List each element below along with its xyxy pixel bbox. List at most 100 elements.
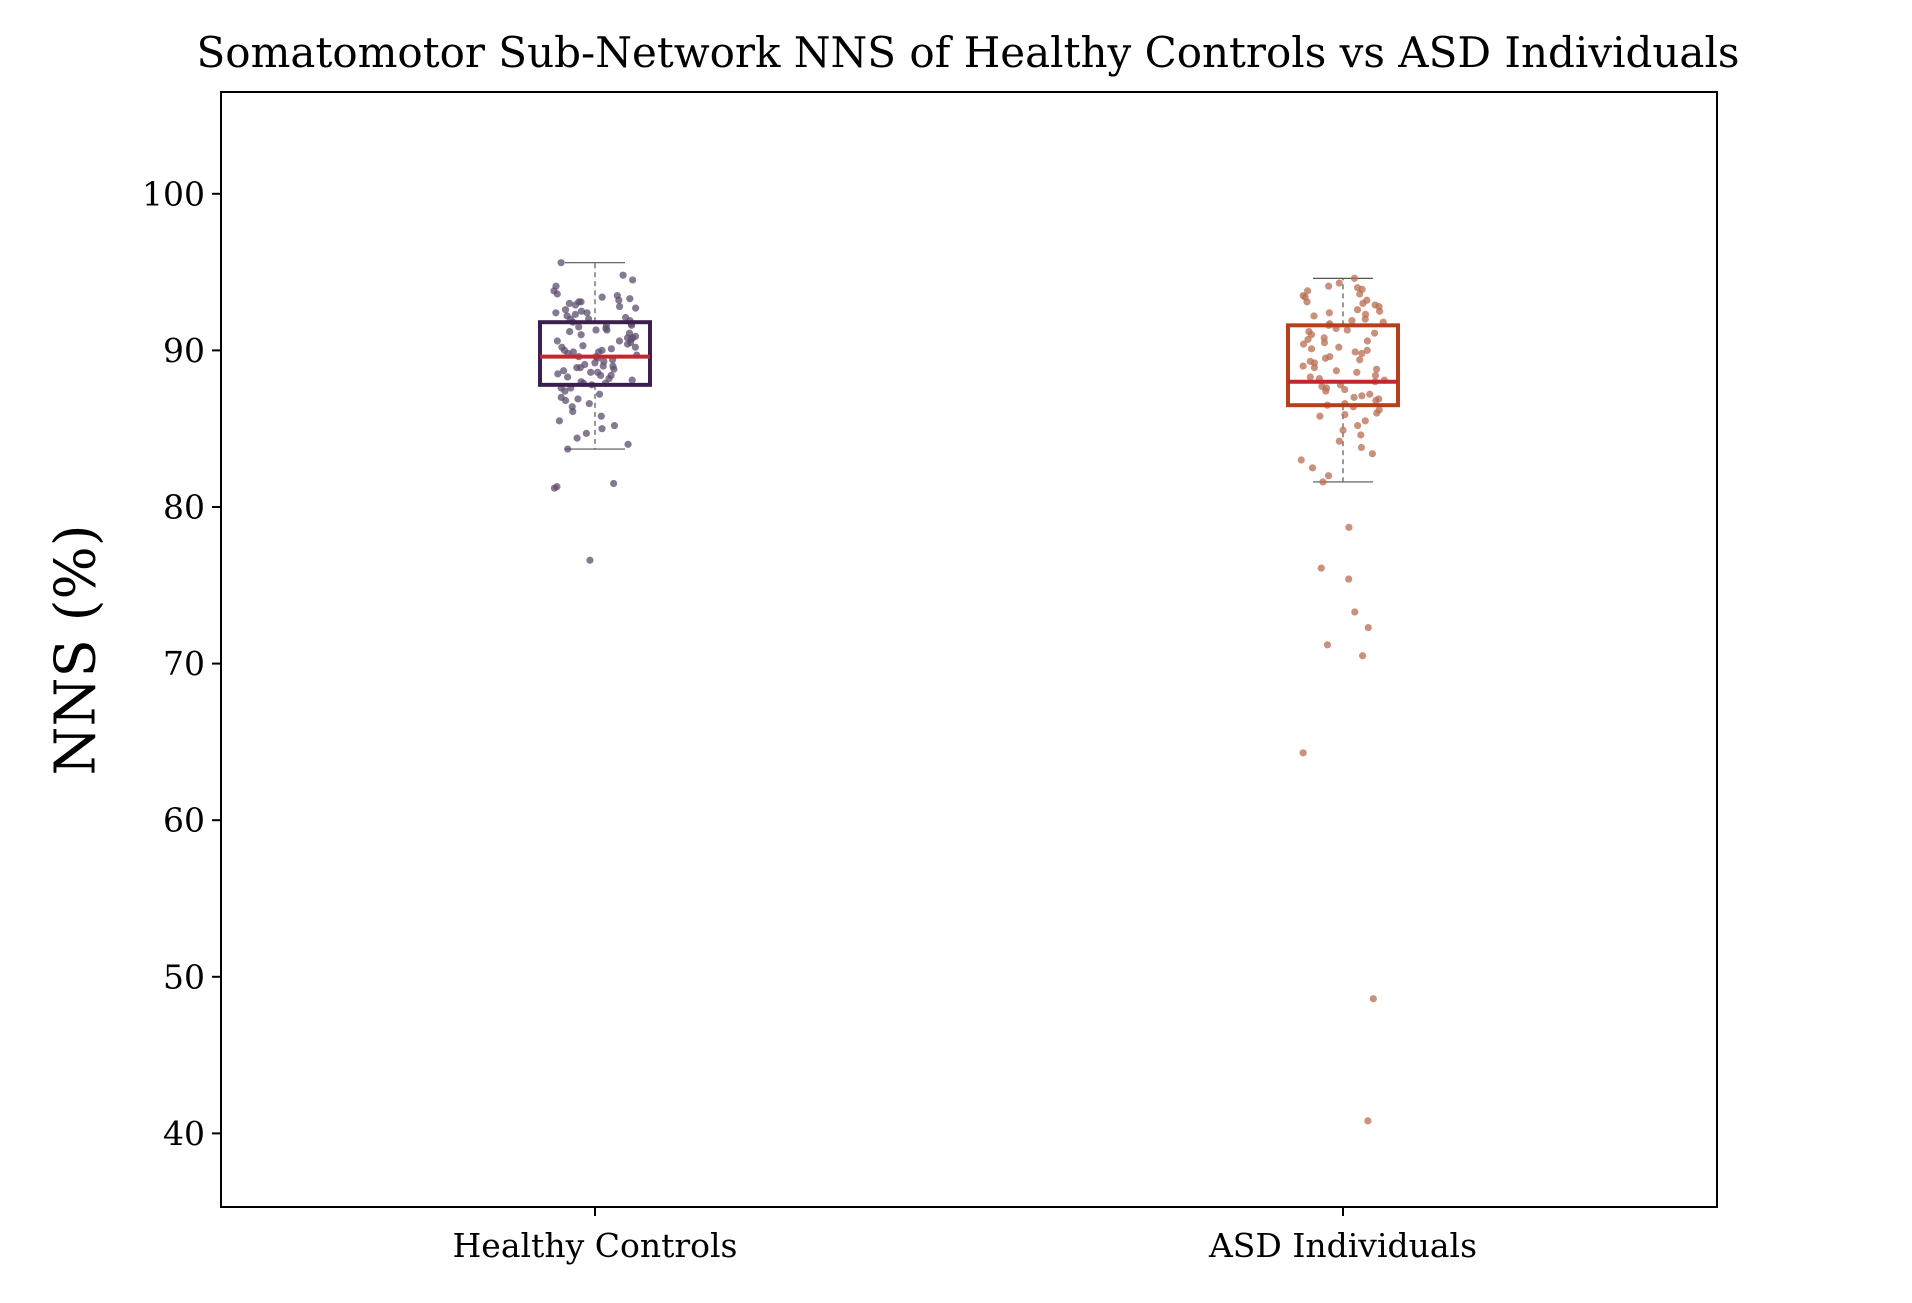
- data-point: [1363, 337, 1372, 345]
- data-point: [553, 337, 561, 345]
- data-point: [598, 425, 606, 433]
- data-point: [1335, 343, 1343, 351]
- data-point: [1356, 356, 1364, 364]
- box-iqr: [538, 320, 652, 387]
- data-point: [1345, 523, 1353, 531]
- data-point: [1351, 608, 1359, 616]
- data-point: [1358, 392, 1366, 400]
- data-point: [564, 373, 572, 381]
- data-point: [555, 417, 564, 425]
- data-point: [561, 396, 570, 405]
- data-point: [1371, 301, 1379, 309]
- data-point: [595, 348, 603, 356]
- data-point: [1353, 368, 1361, 376]
- data-point: [1372, 365, 1381, 373]
- data-point: [1364, 1117, 1372, 1125]
- data-point: [1375, 395, 1383, 403]
- data-point: [573, 364, 581, 372]
- axes: 40 50 60 70 80 90 100 Healthy Controls ASD Indiv…: [142, 174, 1477, 1265]
- data-point: [1359, 652, 1367, 660]
- data-point: [1332, 367, 1340, 375]
- data-point: [1357, 431, 1365, 439]
- data-point: [629, 276, 637, 284]
- data-point: [1345, 575, 1353, 583]
- data-point: [1323, 641, 1332, 649]
- y-tick-label: 80: [163, 487, 205, 526]
- box-iqr: [1286, 323, 1400, 408]
- data-point: [1308, 464, 1317, 472]
- data-point: [1370, 329, 1379, 337]
- data-point: [1369, 995, 1377, 1003]
- data-point: [579, 342, 587, 350]
- data-point: [561, 306, 570, 314]
- data-point: [583, 309, 591, 317]
- data-point: [1324, 472, 1333, 480]
- data-point: [569, 348, 577, 356]
- data-point: [1361, 417, 1369, 425]
- data-point: [1364, 623, 1372, 632]
- data-point: [1310, 364, 1318, 372]
- data-point: [598, 293, 606, 301]
- data-point: [1363, 346, 1371, 354]
- data-point: [615, 337, 624, 345]
- data-point: [571, 310, 579, 318]
- data-point: [1359, 299, 1367, 308]
- data-point: [1318, 382, 1326, 391]
- data-point: [615, 302, 624, 311]
- data-point: [586, 556, 594, 564]
- data-point: [1320, 338, 1329, 347]
- chart-title: Somatomotor Sub-Network NNS of Healthy C…: [197, 28, 1740, 77]
- data-point: [623, 340, 632, 348]
- data-point: [1341, 385, 1349, 394]
- data-point: [1307, 345, 1316, 353]
- x-tick-label: ASD Individuals: [1208, 1226, 1477, 1265]
- data-point: [1299, 749, 1307, 757]
- data-point: [1350, 393, 1358, 401]
- data-point: [1353, 306, 1362, 314]
- y-tick-label: 60: [163, 801, 205, 840]
- data-point: [554, 370, 562, 378]
- data-point: [1303, 298, 1311, 306]
- data-point: [1361, 310, 1370, 318]
- data-point: [623, 334, 632, 342]
- data-point: [591, 359, 599, 367]
- data-point: [1376, 307, 1384, 315]
- data-point: [582, 429, 590, 437]
- data-point: [560, 346, 569, 354]
- data-point: [1306, 357, 1314, 365]
- data-point: [1371, 371, 1380, 380]
- data-point: [607, 345, 615, 353]
- data-point: [1310, 312, 1318, 320]
- data-point: [1304, 287, 1312, 295]
- data-point: [573, 434, 581, 442]
- data-point: [566, 327, 574, 336]
- y-tick-label: 50: [163, 957, 205, 996]
- data-point: [626, 295, 634, 303]
- data-point: [615, 296, 623, 304]
- data-point: [607, 371, 615, 380]
- y-tick-label: 100: [142, 174, 205, 213]
- data-point: [1297, 456, 1305, 464]
- data-point: [552, 309, 560, 317]
- data-point: [565, 299, 573, 308]
- data-point: [1299, 340, 1308, 348]
- data-point: [574, 395, 582, 403]
- data-point: [1366, 390, 1374, 398]
- box-group: [538, 259, 652, 564]
- data-point: [1358, 349, 1366, 358]
- data-point: [1321, 354, 1330, 362]
- box-group: [1286, 274, 1400, 1125]
- data-point: [564, 445, 572, 453]
- data-point: [619, 271, 627, 279]
- data-point: [1357, 443, 1366, 452]
- data-point: [585, 400, 593, 408]
- data-point: [609, 362, 617, 370]
- data-point: [610, 421, 619, 430]
- data-point: [1299, 362, 1307, 370]
- data-point: [1341, 410, 1349, 419]
- data-point: [597, 412, 605, 420]
- data-point: [631, 343, 639, 351]
- data-point: [1335, 437, 1343, 445]
- data-point: [624, 440, 632, 448]
- data-point: [587, 368, 595, 376]
